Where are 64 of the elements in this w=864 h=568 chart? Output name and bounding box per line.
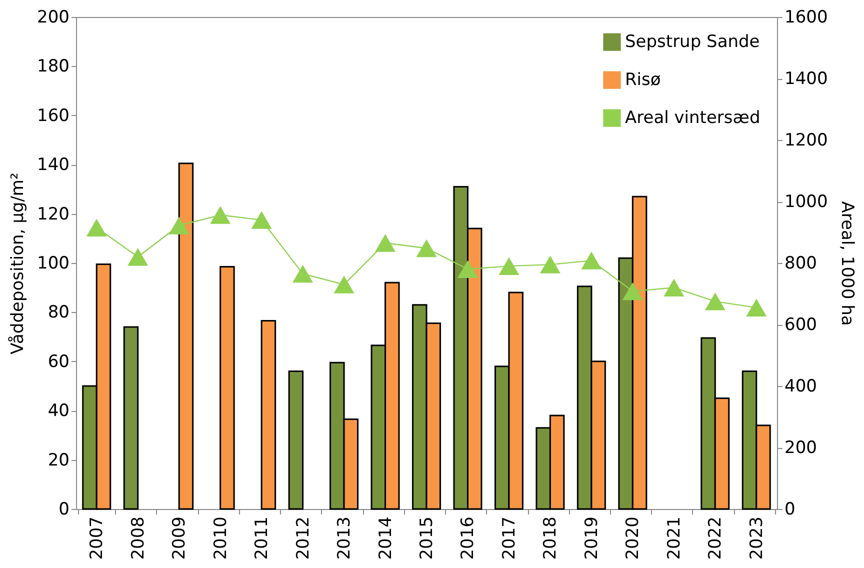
point — [128, 248, 148, 266]
point — [704, 292, 726, 310]
y2-axis-title: Areal, 1000 ha — [836, 201, 857, 326]
y-tick-label: 140 — [37, 155, 70, 176]
y-tick-label: 160 — [37, 106, 70, 126]
point — [622, 282, 643, 300]
y-tick-label: 80 — [48, 302, 70, 323]
y2-tick-label: 1000 — [784, 192, 828, 212]
point — [334, 276, 354, 294]
y-tick-label: 180 — [37, 56, 70, 77]
x-tick-label: 2023 — [746, 516, 767, 560]
x-tick-label: 2010 — [210, 516, 231, 560]
point — [581, 252, 602, 270]
y2-tick-label: 1600 — [784, 8, 828, 28]
x-tick-label: 2007 — [87, 516, 108, 560]
y-tick-label: 120 — [37, 204, 70, 224]
point — [664, 278, 684, 296]
point — [375, 234, 396, 252]
x-tick-label: 2014 — [376, 516, 396, 560]
point — [498, 257, 520, 275]
point — [292, 264, 314, 283]
x-tick-label: 2012 — [293, 516, 314, 560]
bar — [123, 326, 139, 510]
point — [416, 239, 437, 258]
x-tick-label: 2022 — [706, 516, 726, 560]
x-tick-label: 2011 — [252, 516, 272, 560]
point — [210, 206, 231, 224]
y2-tick-label: 1400 — [784, 69, 828, 89]
x-tick-label: 2021 — [664, 516, 684, 560]
legend-label: Sepstrup Sande — [625, 32, 760, 52]
point — [746, 298, 767, 316]
bar — [288, 370, 304, 510]
y-axis-title: Våddeposition, µg/m² — [8, 172, 28, 354]
y-tick-label: 200 — [37, 8, 70, 28]
x-tick-label: 2017 — [499, 516, 520, 560]
point — [86, 218, 107, 237]
y-tick-label: 40 — [48, 401, 70, 422]
point — [457, 260, 478, 278]
y2-tick-label: 600 — [784, 315, 817, 335]
x-tick-label: 2018 — [540, 516, 561, 560]
bar — [220, 266, 235, 510]
x-tick-label: 2019 — [582, 516, 602, 560]
x-tick-label: 2015 — [417, 516, 437, 560]
y2-tick-label: 200 — [784, 438, 817, 458]
bar — [260, 320, 276, 510]
bar — [178, 162, 194, 510]
point — [251, 211, 272, 229]
legend-label: Risø — [625, 70, 661, 90]
x-tick-label: 2009 — [170, 516, 190, 560]
y2-tick-label: 0 — [784, 500, 796, 520]
legend-label: Areal vintersæd — [625, 108, 760, 128]
point — [540, 256, 560, 274]
y2-tick-label: 1200 — [784, 130, 828, 150]
x-tick-label: 2020 — [623, 516, 644, 560]
y2-tick-label: 800 — [784, 254, 817, 274]
y2-tick-label: 400 — [784, 376, 817, 396]
y-tick-label: 100 — [37, 254, 70, 274]
y-tick-label: 60 — [48, 352, 70, 372]
x-tick-label: 2016 — [458, 516, 478, 560]
point — [168, 216, 190, 234]
y-tick-label: 20 — [48, 450, 70, 470]
x-tick-label: 2008 — [128, 516, 148, 560]
y-tick-label: 0 — [58, 500, 70, 520]
x-tick-label: 2013 — [334, 516, 355, 560]
